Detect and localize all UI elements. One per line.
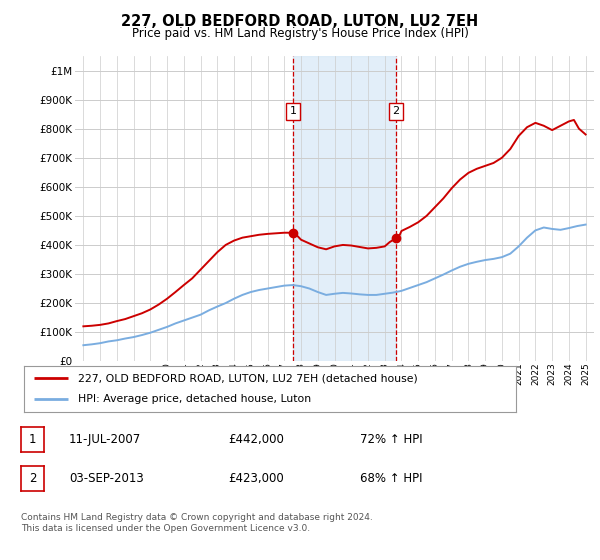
Text: 227, OLD BEDFORD ROAD, LUTON, LU2 7EH (detached house): 227, OLD BEDFORD ROAD, LUTON, LU2 7EH (d… (78, 373, 418, 383)
Text: Price paid vs. HM Land Registry's House Price Index (HPI): Price paid vs. HM Land Registry's House … (131, 27, 469, 40)
Text: 1: 1 (29, 433, 36, 446)
Text: 2: 2 (392, 106, 400, 116)
Text: 72% ↑ HPI: 72% ↑ HPI (360, 433, 422, 446)
Text: 03-SEP-2013: 03-SEP-2013 (69, 472, 144, 486)
Text: 11-JUL-2007: 11-JUL-2007 (69, 433, 141, 446)
Text: 1: 1 (290, 106, 297, 116)
Text: £442,000: £442,000 (228, 433, 284, 446)
Bar (293, 56, 396, 361)
Text: Contains HM Land Registry data © Crown copyright and database right 2024.: Contains HM Land Registry data © Crown c… (21, 513, 373, 522)
Text: 227, OLD BEDFORD ROAD, LUTON, LU2 7EH: 227, OLD BEDFORD ROAD, LUTON, LU2 7EH (121, 14, 479, 29)
Text: HPI: Average price, detached house, Luton: HPI: Average price, detached house, Luto… (78, 394, 311, 404)
Text: £423,000: £423,000 (228, 472, 284, 486)
Text: 68% ↑ HPI: 68% ↑ HPI (360, 472, 422, 486)
Text: 2: 2 (29, 472, 36, 486)
Text: This data is licensed under the Open Government Licence v3.0.: This data is licensed under the Open Gov… (21, 524, 310, 533)
